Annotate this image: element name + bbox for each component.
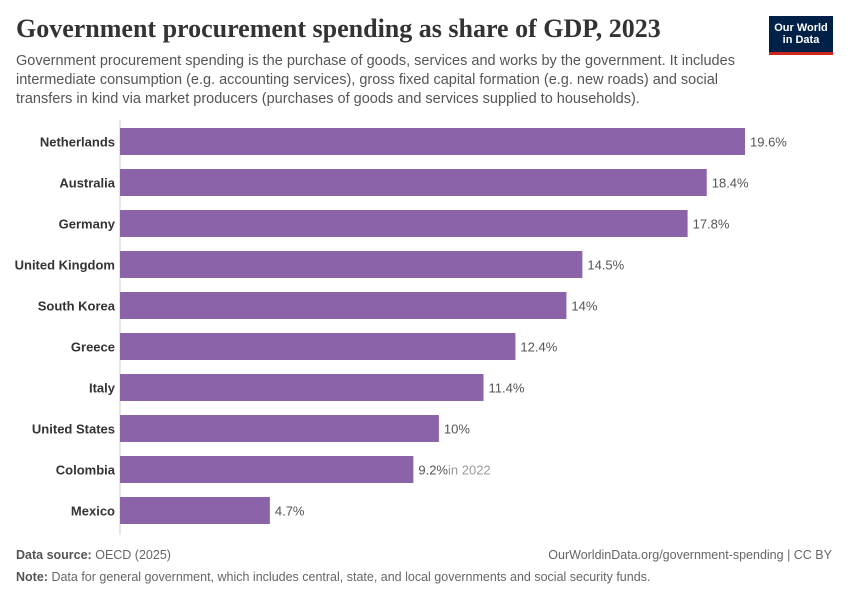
chart-note: Note: Data for general government, which…: [16, 570, 650, 584]
bar: [120, 169, 707, 196]
category-label: United States: [32, 422, 115, 437]
logo-text: Our World in Data: [774, 22, 828, 46]
category-label: Greece: [71, 340, 115, 355]
category-label: Italy: [89, 381, 116, 396]
annotation-label: in 2022: [448, 463, 491, 478]
value-label: 18.4%: [712, 176, 749, 191]
bar-chart: Netherlands 19.6% Australia 18.4% Germany 17.…: [15, 120, 787, 535]
bar: [120, 333, 516, 360]
category-label: South Korea: [38, 299, 116, 314]
citation-url[interactable]: OurWorldinData.org/government-spending |…: [548, 548, 832, 562]
value-label: 14.5%: [587, 258, 624, 273]
value-label: 12.4%: [520, 340, 557, 355]
chart-title: Government procurement spending as share…: [16, 14, 661, 43]
bar: [120, 374, 484, 401]
bar: [120, 251, 583, 278]
category-label: Germany: [59, 217, 116, 232]
bar: [120, 292, 567, 319]
owid-logo[interactable]: Our World in Data: [769, 16, 833, 55]
value-label: 17.8%: [693, 217, 730, 232]
chart-subtitle: Government procurement spending is the p…: [16, 53, 735, 107]
value-label: 11.4%: [489, 381, 525, 396]
value-label: 19.6%: [750, 135, 787, 150]
value-label: 4.7%: [275, 504, 305, 519]
bar: [120, 456, 414, 483]
category-label: United Kingdom: [15, 258, 115, 273]
value-label: 10%: [444, 422, 470, 437]
bar: [120, 415, 439, 442]
value-label: 14%: [571, 299, 597, 314]
note-text: Data for general government, which inclu…: [51, 570, 651, 584]
value-label: 9.2%: [418, 463, 448, 478]
note-label: Note:: [16, 570, 48, 584]
category-label: Colombia: [56, 463, 116, 478]
bar: [120, 210, 688, 237]
bar: [120, 497, 270, 524]
category-label: Netherlands: [40, 135, 115, 150]
category-label: Mexico: [71, 504, 115, 519]
bar: [120, 128, 745, 155]
source-link[interactable]: OECD (2025): [95, 548, 171, 562]
source-label: Data source:: [16, 548, 92, 562]
data-source: Data source: OECD (2025): [16, 548, 171, 562]
category-label: Australia: [59, 176, 115, 191]
